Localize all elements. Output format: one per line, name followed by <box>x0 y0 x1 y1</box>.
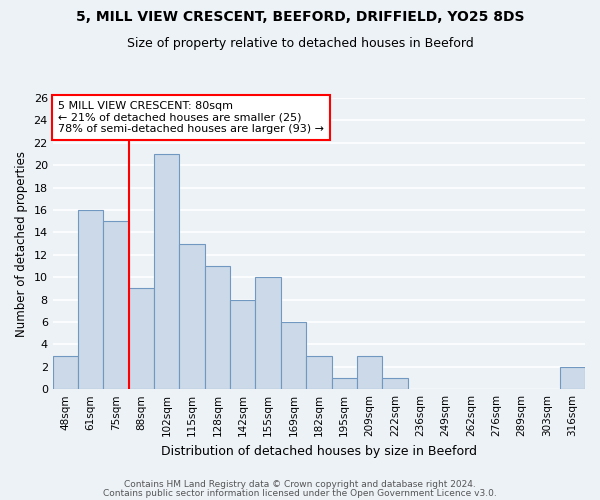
Text: 5, MILL VIEW CRESCENT, BEEFORD, DRIFFIELD, YO25 8DS: 5, MILL VIEW CRESCENT, BEEFORD, DRIFFIEL… <box>76 10 524 24</box>
Bar <box>357 356 382 389</box>
X-axis label: Distribution of detached houses by size in Beeford: Distribution of detached houses by size … <box>161 444 477 458</box>
Bar <box>103 221 129 389</box>
Bar <box>382 378 407 389</box>
Bar <box>129 288 154 389</box>
Bar <box>53 356 78 389</box>
Text: 5 MILL VIEW CRESCENT: 80sqm
← 21% of detached houses are smaller (25)
78% of sem: 5 MILL VIEW CRESCENT: 80sqm ← 21% of det… <box>58 101 324 134</box>
Text: Contains public sector information licensed under the Open Government Licence v3: Contains public sector information licen… <box>103 488 497 498</box>
Bar <box>179 244 205 389</box>
Bar <box>230 300 256 389</box>
Bar <box>560 367 585 389</box>
Bar <box>78 210 103 389</box>
Y-axis label: Number of detached properties: Number of detached properties <box>15 150 28 336</box>
Bar <box>256 277 281 389</box>
Bar <box>332 378 357 389</box>
Bar <box>154 154 179 389</box>
Text: Size of property relative to detached houses in Beeford: Size of property relative to detached ho… <box>127 38 473 51</box>
Text: Contains HM Land Registry data © Crown copyright and database right 2024.: Contains HM Land Registry data © Crown c… <box>124 480 476 489</box>
Bar <box>306 356 332 389</box>
Bar <box>281 322 306 389</box>
Bar <box>205 266 230 389</box>
